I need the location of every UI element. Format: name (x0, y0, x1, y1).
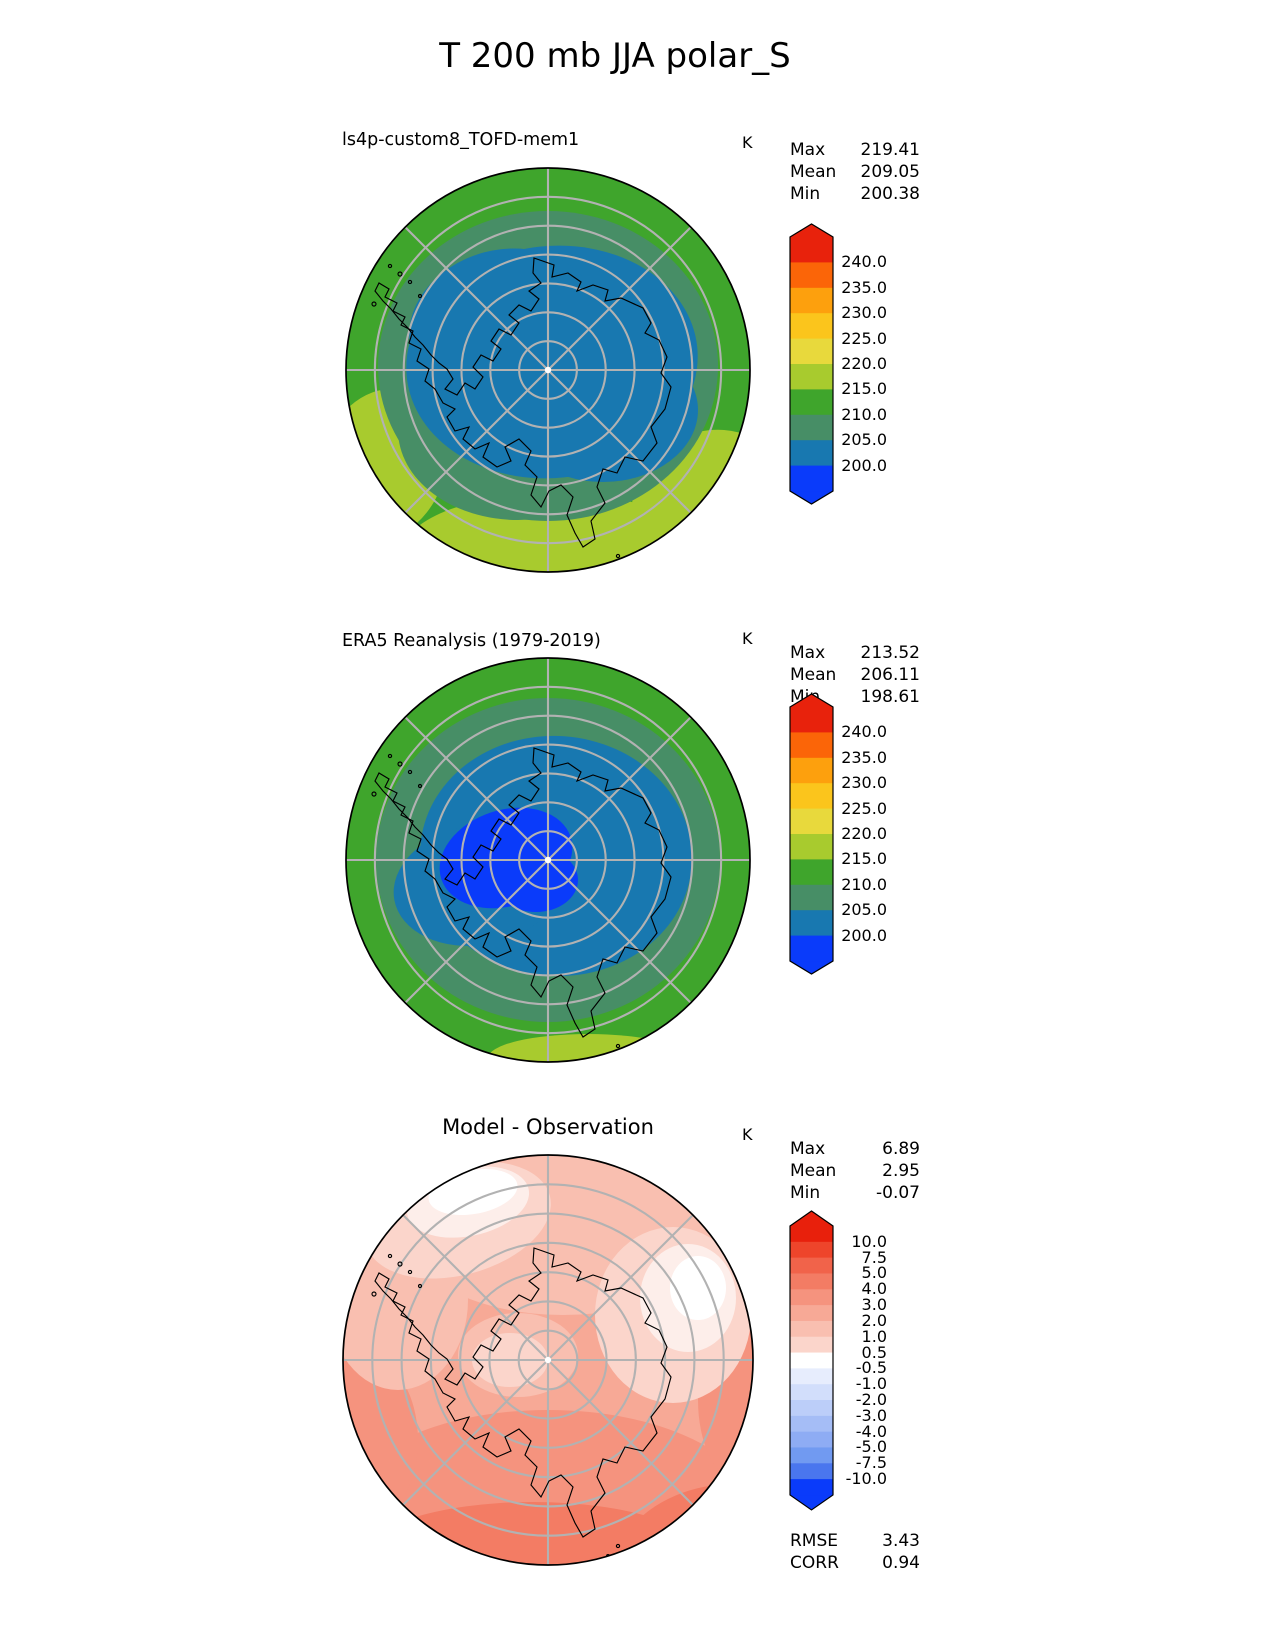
panel2-subtitle: ERA5 Reanalysis (1979-2019) (342, 631, 601, 651)
panel2-stat-value: 206.11 (860, 665, 920, 685)
panel2-stat-value: 213.52 (860, 643, 920, 663)
panel3-extra-stat-label: RMSE (790, 1531, 839, 1551)
panel1-colorbar (789, 223, 834, 505)
panel3-colorbar-tick: 1.0 (861, 1326, 887, 1346)
panel1-stat-label: Max (790, 140, 826, 160)
panel2-polar-map (345, 657, 751, 1063)
panel2-stat-label: Max (790, 643, 826, 663)
panel2-colorbar-tick: 215.0 (841, 849, 887, 869)
panel2-colorbar-tick: 235.0 (841, 747, 887, 767)
panel3-colorbar-tick: 7.5 (861, 1247, 887, 1267)
panel3-extra-stat-label: CORR (790, 1553, 839, 1573)
panel2-colorbar-tick: 200.0 (841, 925, 887, 945)
panel3-colorbar-tick: -3.0 (855, 1405, 887, 1425)
panel2-stat-label: Mean (790, 665, 837, 685)
panel1-colorbar-tick: 210.0 (841, 404, 887, 424)
panel1-colorbar-tick: 205.0 (841, 430, 887, 450)
panel1-stat-value: 219.41 (860, 140, 920, 160)
panel3-colorbar-tick: 10.0 (851, 1231, 887, 1251)
panel2-colorbar-tick: 230.0 (841, 773, 887, 793)
panel2-colorbar-tick: 225.0 (841, 798, 887, 818)
panel3-colorbar (789, 1210, 834, 1511)
panel3-colorbar-tick: -5.0 (855, 1437, 887, 1457)
panel1-colorbar-tick: 240.0 (841, 252, 887, 272)
panel2-colorbar (789, 693, 834, 975)
panel3-colorbar-tick: -4.0 (855, 1421, 887, 1441)
panel3-stat-value: 6.89 (882, 1139, 920, 1159)
panel1-colorbar-tick: 230.0 (841, 303, 887, 323)
panel2-colorbar-tick: 205.0 (841, 900, 887, 920)
panel3-units-label: K (742, 1125, 753, 1144)
panel2-colorbar-tick: 210.0 (841, 874, 887, 894)
panel3-colorbar-tick: 0.5 (861, 1342, 887, 1362)
panel3-colorbar-tick: 2.0 (861, 1310, 887, 1330)
panel3-colorbar-tick: -7.5 (855, 1453, 887, 1473)
panel3-colorbar-tick: -0.5 (855, 1358, 887, 1378)
panel3-extra-stat-value: 3.43 (882, 1531, 920, 1551)
panel3-colorbar-tick: -2.0 (855, 1390, 887, 1410)
panel3-colorbar-tick: 3.0 (861, 1295, 887, 1315)
panel3-colorbar-tick: -10.0 (845, 1469, 887, 1489)
panel3-stat-label: Min (790, 1183, 821, 1203)
panel3-extra-stat-value: 0.94 (882, 1553, 920, 1573)
panel3-colorbar-tick: 5.0 (861, 1263, 887, 1283)
panel1-colorbar-tick: 200.0 (841, 455, 887, 475)
panel1-colorbar-tick: 235.0 (841, 277, 887, 297)
panel2-colorbar-tick: 240.0 (841, 722, 887, 742)
panel1-colorbar-tick: 225.0 (841, 328, 887, 348)
panel3-colorbar-tick: -1.0 (855, 1374, 887, 1394)
figure-title: T 200 mb JJA polar_S (439, 36, 791, 76)
panel3-subtitle: Model - Observation (442, 1115, 654, 1139)
panel3-stat-value: 2.95 (882, 1161, 920, 1181)
panel1-stat-value: 200.38 (860, 184, 920, 204)
panel1-subtitle: ls4p-custom8_TOFD-mem1 (342, 130, 580, 150)
panel3-stat-label: Mean (790, 1161, 837, 1181)
panel2-units-label: K (742, 629, 753, 648)
panel1-stat-value: 209.05 (860, 162, 920, 182)
panel1-stat-label: Min (790, 184, 821, 204)
panel1-polar-map (345, 167, 751, 573)
panel3-colorbar-tick: 4.0 (861, 1279, 887, 1299)
panel2-stat-value: 198.61 (860, 687, 920, 707)
panel3-stat-label: Max (790, 1139, 826, 1159)
panel1-colorbar-tick: 220.0 (841, 354, 887, 373)
panel3-stat-value: -0.07 (876, 1183, 920, 1203)
panel1-units-label: K (742, 133, 753, 152)
panel1-colorbar-tick: 215.0 (841, 379, 887, 399)
panel3-polar-map (342, 1154, 754, 1566)
panel1-stat-label: Mean (790, 162, 837, 182)
panel2-colorbar-tick: 220.0 (841, 824, 887, 843)
